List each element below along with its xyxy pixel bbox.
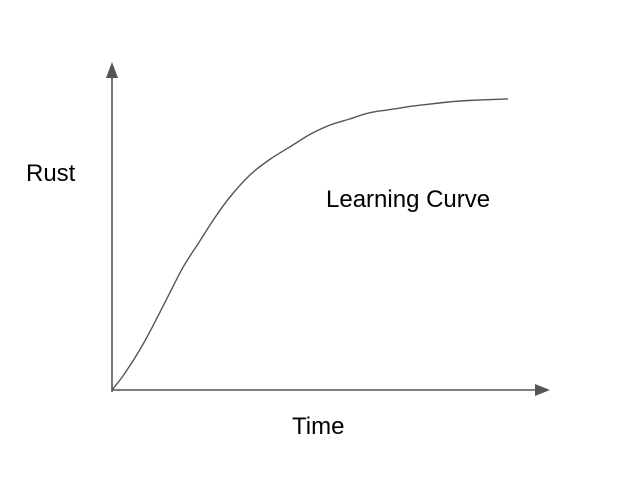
x-axis-label: Time [292,413,344,440]
y-axis-arrowhead [106,62,118,78]
curve-annotation: Learning Curve [326,186,490,213]
y-axis-label: Rust [26,160,76,187]
learning-curve-line [111,98,509,391]
axes [106,62,550,396]
x-axis-arrowhead [535,384,550,396]
